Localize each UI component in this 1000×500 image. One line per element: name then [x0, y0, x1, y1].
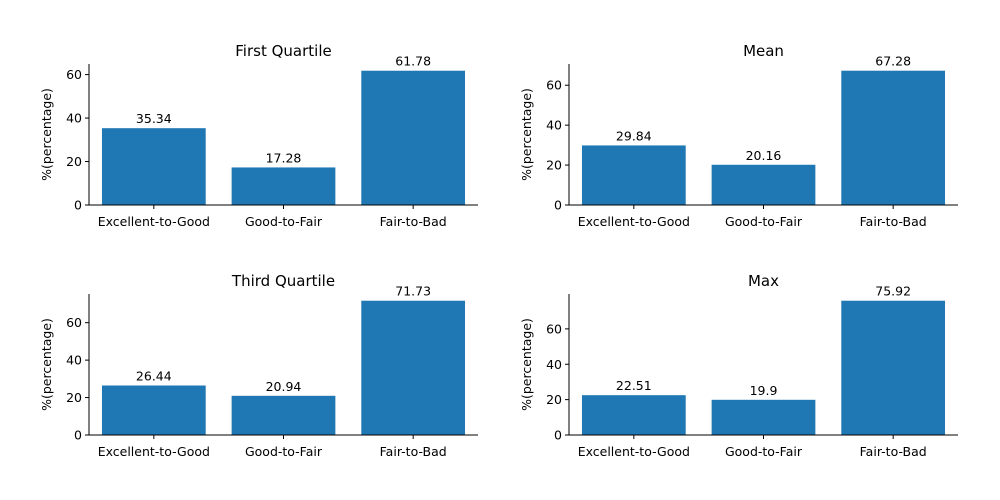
y-tick-label: 40	[546, 357, 562, 372]
subplot-max: 22.51 19.9 75.92 0 20 40 60 Excellent-to-Good Go…	[519, 272, 958, 459]
y-axis-label: %(percentage)	[39, 88, 54, 181]
x-tick-label: Fair-to-Bad	[860, 444, 927, 459]
x-tick-label: Excellent-to-Good	[578, 214, 690, 229]
bar-value-label: 67.28	[875, 54, 911, 69]
bar-value-label: 19.9	[750, 383, 778, 398]
subplot-third-quartile: 26.44 20.94 71.73 0 20 40 60 Excellent-to-Good G…	[39, 272, 478, 459]
bar-excellent-to-good	[101, 385, 206, 435]
subplot-title: First Quartile	[235, 42, 331, 60]
y-tick-label: 60	[546, 78, 562, 93]
y-axis-label: %(percentage)	[519, 318, 534, 411]
y-tick-label: 0	[554, 198, 562, 213]
y-tick-label: 60	[66, 315, 82, 330]
bar-value-label: 71.73	[395, 284, 431, 299]
x-tick-label: Excellent-to-Good	[578, 444, 690, 459]
bar-good-to-fair	[711, 399, 816, 435]
y-tick-label: 40	[546, 118, 562, 133]
x-tick-label: Fair-to-Bad	[860, 214, 927, 229]
bar-fair-to-bad	[841, 70, 946, 205]
y-tick-label: 20	[66, 154, 82, 169]
bar-good-to-fair	[231, 395, 336, 435]
bar-value-label: 35.34	[136, 111, 172, 126]
bar-value-label: 17.28	[266, 150, 302, 165]
y-tick-label: 60	[546, 321, 562, 336]
subplot-first-quartile: 35.34 17.28 61.78 0 20 40 60 Excellent-to-Good G…	[39, 42, 478, 229]
y-tick-label: 20	[546, 158, 562, 173]
x-tick-label: Excellent-to-Good	[98, 444, 210, 459]
y-tick-label: 0	[74, 198, 82, 213]
bar-excellent-to-good	[581, 145, 686, 205]
x-tick-label: Excellent-to-Good	[98, 214, 210, 229]
bar-fair-to-bad	[361, 300, 466, 435]
y-tick-label: 20	[546, 392, 562, 407]
bar-fair-to-bad	[841, 300, 946, 435]
bar-value-label: 22.51	[616, 378, 652, 393]
y-tick-label: 40	[66, 353, 82, 368]
bar-value-label: 75.92	[875, 284, 911, 299]
x-tick-label: Good-to-Fair	[245, 444, 323, 459]
x-tick-label: Good-to-Fair	[245, 214, 323, 229]
bar-good-to-fair	[711, 164, 816, 205]
x-tick-label: Fair-to-Bad	[380, 444, 447, 459]
y-tick-label: 0	[74, 428, 82, 443]
bar-value-label: 20.94	[266, 379, 302, 394]
x-tick-label: Good-to-Fair	[725, 214, 803, 229]
bar-excellent-to-good	[101, 128, 206, 205]
x-tick-label: Fair-to-Bad	[380, 214, 447, 229]
bar-fair-to-bad	[361, 70, 466, 205]
subplot-title: Max	[748, 272, 779, 290]
y-tick-label: 60	[66, 67, 82, 82]
y-axis-label: %(percentage)	[39, 318, 54, 411]
bar-excellent-to-good	[581, 395, 686, 435]
y-tick-label: 0	[554, 428, 562, 443]
subplot-title: Third Quartile	[231, 272, 335, 290]
subplot-title: Mean	[743, 42, 784, 60]
bar-value-label: 61.78	[395, 54, 431, 69]
bar-good-to-fair	[231, 167, 336, 205]
y-axis-label: %(percentage)	[519, 88, 534, 181]
subplot-mean: 29.84 20.16 67.28 0 20 40 60 Excellent-to-Good G…	[519, 42, 958, 229]
bar-value-label: 26.44	[136, 369, 172, 384]
bar-value-label: 29.84	[616, 128, 652, 143]
y-tick-label: 40	[66, 111, 82, 126]
x-tick-label: Good-to-Fair	[725, 444, 803, 459]
bar-value-label: 20.16	[746, 148, 782, 163]
y-tick-label: 20	[66, 390, 82, 405]
